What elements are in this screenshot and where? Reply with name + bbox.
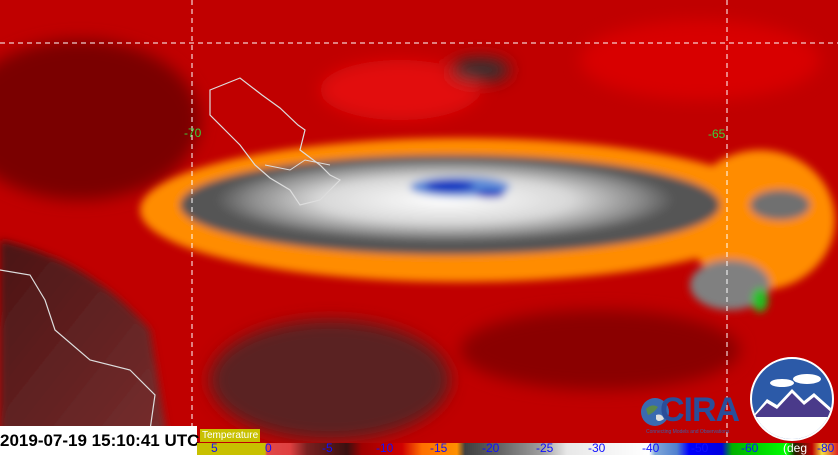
colorbar-tick: -25 — [536, 441, 554, 455]
country-border — [0, 269, 156, 431]
cira-logo: CIRA Connecting Models and Observations — [640, 392, 755, 437]
colorbar-tick: -60 — [741, 441, 759, 455]
colorbar-tick: -20 — [482, 441, 500, 455]
colorbar-tick: -80 — [817, 441, 835, 455]
mountain-cloud-icon — [752, 374, 832, 439]
colorbar-tick: -40 — [642, 441, 660, 455]
longitude-label-west: -70 — [184, 126, 202, 140]
temperature-colorbar — [197, 443, 838, 455]
convective-system — [140, 138, 835, 312]
rammb-wordmark: RAMMB — [770, 419, 814, 431]
colorbar-unit: (deg — [783, 441, 808, 455]
colorbar-tick: 5 — [211, 441, 218, 455]
timestamp: 2019-07-19 15:10:41 UTC — [0, 426, 199, 455]
colorbar-tick: -30 — [588, 441, 606, 455]
rammb-logo: RAMMB — [750, 357, 834, 441]
cira-tagline: Connecting Models and Observations — [646, 429, 730, 435]
clear-sky-region — [0, 240, 170, 455]
colorbar-tick: -50 — [691, 441, 709, 455]
country-border — [209, 77, 342, 206]
colorbar-tick: -10 — [376, 441, 394, 455]
colorbar-title: Temperature — [200, 429, 261, 442]
globe-icon — [641, 398, 669, 426]
colorbar-tick: -5 — [322, 441, 333, 455]
cira-wordmark: CIRA — [660, 391, 740, 429]
colorbar-tick: -15 — [430, 441, 448, 455]
colorbar-tick: 0 — [265, 441, 272, 455]
longitude-label-east: -65 — [708, 127, 726, 141]
country-border — [264, 159, 331, 171]
